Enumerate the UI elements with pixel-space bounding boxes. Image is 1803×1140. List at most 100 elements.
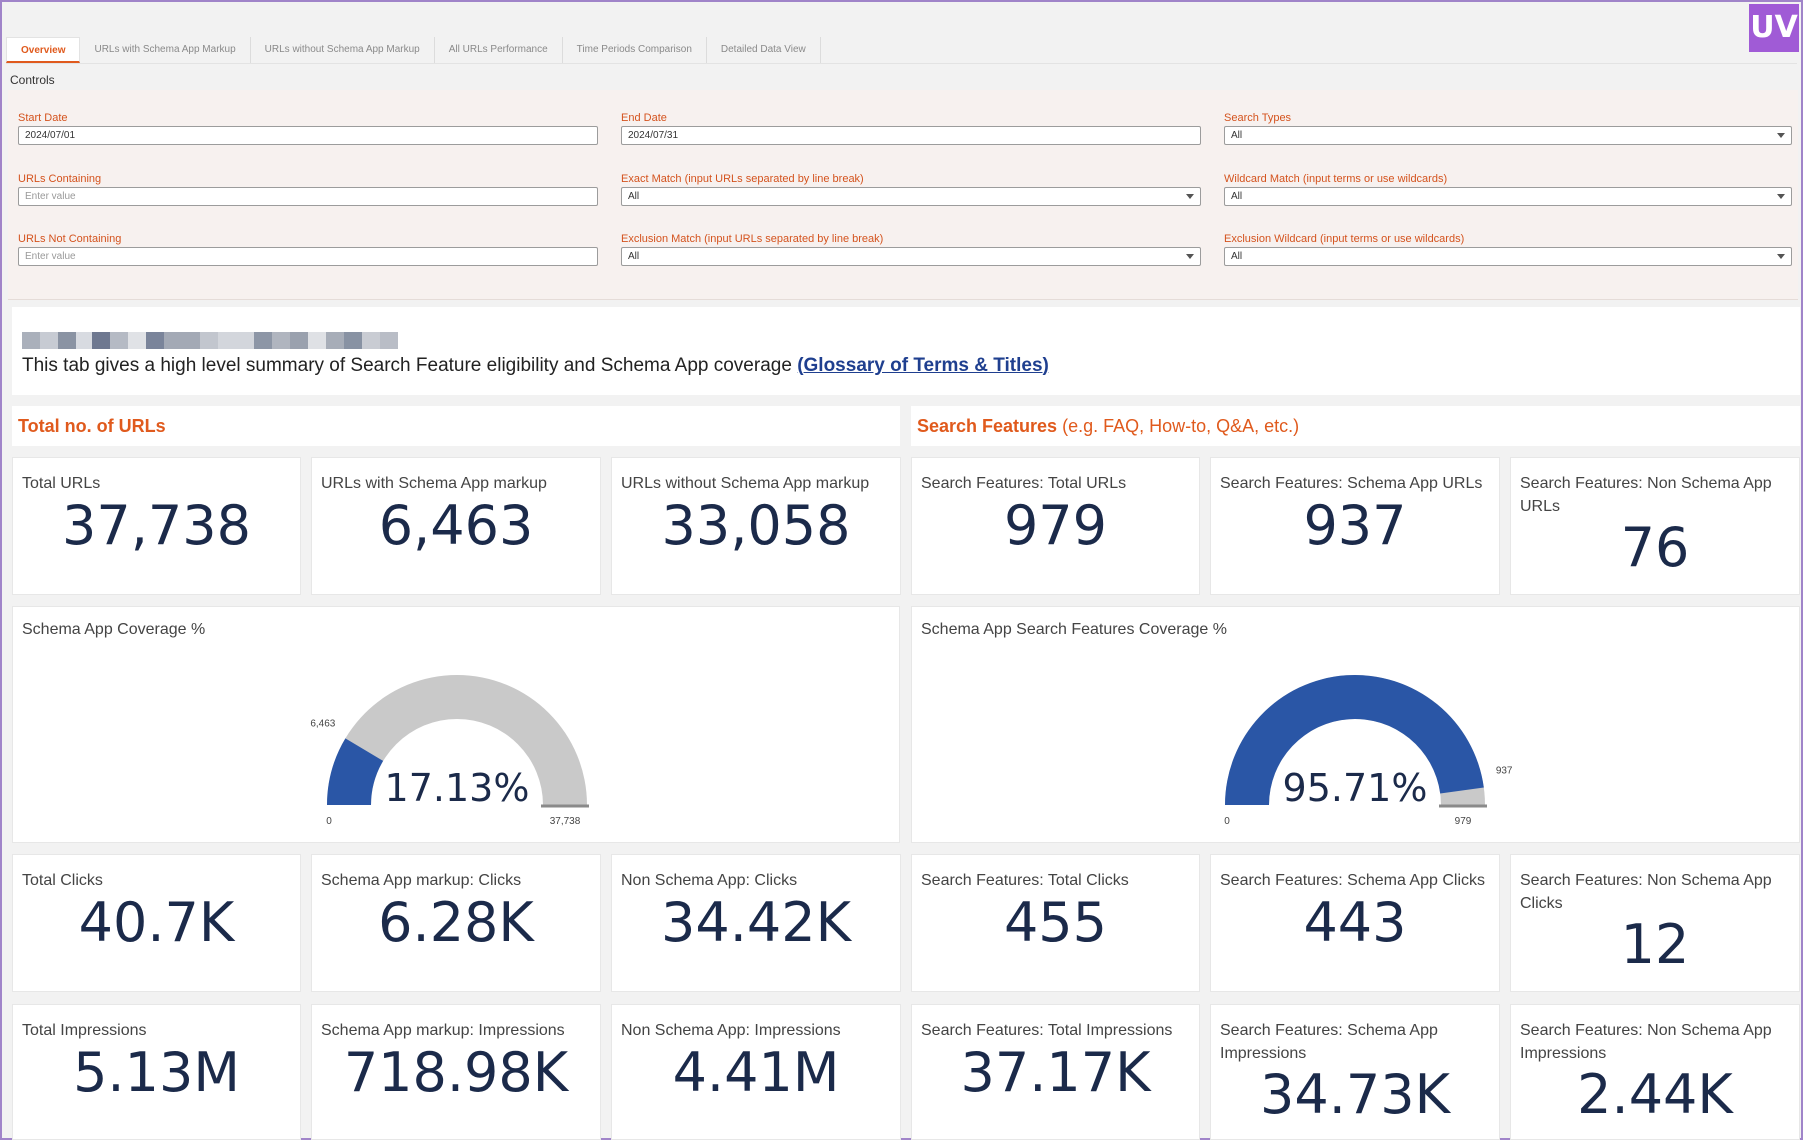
intro-description: This tab gives a high level summary of S… (22, 355, 798, 376)
tab-time-periods-comparison[interactable]: Time Periods Comparison (563, 37, 707, 63)
end-date-field: End Date 2024/07/31 (621, 112, 1201, 145)
gauge-marker-label: 6,463 (310, 718, 335, 729)
kpi-title: Search Features: Schema App Impressions (1220, 1022, 1438, 1062)
kpi-card-urls: Total URLs 37,738 (12, 457, 301, 595)
kpi-title: Search Features: Schema App Clicks (1220, 872, 1486, 889)
urls-containing-label: URLs Containing (18, 173, 102, 185)
kpi-value: 443 (1303, 891, 1407, 954)
exact-match-value: All (628, 191, 640, 202)
kpi-card-impressions: Search Features: Schema App Impressions 3… (1210, 1004, 1500, 1140)
exclusion-match-field: Exclusion Match (input URLs separated by… (621, 233, 1201, 266)
exact-match-select[interactable]: All (621, 187, 1201, 206)
kpi-value: 33,058 (661, 494, 851, 557)
end-date-label: End Date (621, 112, 667, 124)
section-search-features: Search Features (e.g. FAQ, How-to, Q&A, … (911, 406, 1800, 446)
kpi-title: Search Features: Total URLs (921, 475, 1127, 492)
section-search-features-subtitle: (e.g. FAQ, How-to, Q&A, etc.) (1057, 416, 1300, 436)
kpi-value: 455 (1003, 891, 1108, 954)
kpi-title: Schema App markup: Impressions (321, 1022, 565, 1039)
kpi-value: 76 (1620, 516, 1690, 579)
kpi-title: Non Schema App: Clicks (621, 872, 798, 889)
kpi-title: URLs with Schema App markup (321, 475, 547, 492)
urls-not-containing-field: URLs Not Containing Enter value (18, 233, 598, 266)
kpi-card-clicks: Schema App markup: Clicks 6.28K (311, 854, 601, 992)
glossary-link-close: ) (1042, 355, 1049, 376)
kpi-title: URLs without Schema App markup (621, 475, 870, 492)
kpi-value: 718.98K (343, 1041, 569, 1104)
wildcard-match-field: Wildcard Match (input terms or use wildc… (1224, 173, 1792, 206)
controls-label: Controls (10, 73, 55, 87)
exclusion-wildcard-value: All (1231, 251, 1243, 262)
start-date-label: Start Date (18, 112, 68, 124)
kpi-value: 6.28K (378, 891, 534, 954)
kpi-value: 40.7K (78, 891, 235, 954)
kpi-title: Search Features: Total Impressions (921, 1022, 1173, 1039)
kpi-card-clicks: Total Clicks 40.7K (12, 854, 301, 992)
kpi-title: Search Features: Total Clicks (921, 872, 1129, 889)
gauge-marker-label: 937 (1496, 766, 1513, 777)
end-date-input[interactable]: 2024/07/31 (621, 126, 1201, 145)
tab-all-urls-performance[interactable]: All URLs Performance (435, 37, 563, 63)
gauge-value-label: 17.13% (385, 766, 530, 810)
controls-panel: Start Date 2024/07/01 End Date 2024/07/3… (8, 90, 1798, 300)
gauge-max-label: 979 (1455, 816, 1472, 827)
tab-detailed-data-view[interactable]: Detailed Data View (707, 37, 821, 63)
chevron-down-icon (1777, 194, 1785, 199)
gauge-min-label: 0 (1224, 816, 1230, 827)
glossary-link[interactable]: (Glossary of Terms & Titles) (797, 355, 1049, 376)
kpi-card-impressions: Search Features: Non Schema App Impressi… (1510, 1004, 1800, 1140)
kpi-title: Total Clicks (22, 872, 103, 889)
kpi-card-impressions: Total Impressions 5.13M (12, 1004, 301, 1140)
kpi-value: 2.44K (1577, 1063, 1733, 1126)
redacted-title-bar (22, 332, 398, 349)
exclusion-wildcard-select[interactable]: All (1224, 247, 1792, 266)
kpi-value: 4.41M (672, 1041, 840, 1104)
urls-not-containing-input[interactable]: Enter value (18, 247, 598, 266)
exclusion-match-label: Exclusion Match (input URLs separated by… (621, 233, 884, 245)
kpi-value: 937 (1303, 494, 1407, 557)
kpi-card-impressions: Search Features: Total Impressions 37.17K (911, 1004, 1200, 1140)
wildcard-match-label: Wildcard Match (input terms or use wildc… (1224, 173, 1448, 185)
kpi-card-clicks: Non Schema App: Clicks 34.42K (611, 854, 901, 992)
urls-containing-input[interactable]: Enter value (18, 187, 598, 206)
exclusion-match-select[interactable]: All (621, 247, 1201, 266)
kpi-title: Search Features: Non Schema App Clicks (1520, 872, 1772, 912)
chevron-down-icon (1186, 194, 1194, 199)
exclusion-match-value: All (628, 251, 640, 262)
gauge-search-features-coverage: 95.71% 0 979 937 (1224, 674, 1513, 827)
gauge-title: Schema App Coverage % (22, 621, 206, 638)
kpi-value: 979 (1003, 494, 1108, 557)
kpi-value: 6,463 (378, 494, 534, 557)
start-date-field: Start Date 2024/07/01 (18, 112, 598, 145)
kpi-value: 5.13M (73, 1041, 240, 1104)
wildcard-match-select[interactable]: All (1224, 187, 1792, 206)
intro-panel: This tab gives a high level summary of S… (12, 307, 1800, 395)
kpi-value: 34.42K (660, 891, 851, 954)
glossary-link-open: ( (797, 355, 804, 376)
wildcard-match-value: All (1231, 191, 1243, 202)
uv-logo: UV (1749, 4, 1799, 52)
kpi-title: Total Impressions (22, 1022, 147, 1039)
exclusion-wildcard-field: Exclusion Wildcard (input terms or use w… (1224, 233, 1792, 266)
intro-text: This tab gives a high level summary of S… (22, 355, 1049, 377)
gauge-max-label: 37,738 (550, 816, 581, 827)
tab-overview[interactable]: Overview (6, 37, 81, 63)
chevron-down-icon (1777, 133, 1785, 138)
kpi-title: Search Features: Schema App URLs (1220, 475, 1483, 492)
kpi-value: 37.17K (960, 1041, 1151, 1104)
kpi-title: Schema App markup: Clicks (321, 872, 522, 889)
kpi-title: Total URLs (22, 475, 101, 492)
search-types-select[interactable]: All (1224, 126, 1792, 145)
start-date-input[interactable]: 2024/07/01 (18, 126, 598, 145)
urls-containing-field: URLs Containing Enter value (18, 173, 598, 206)
kpi-card-urls: URLs without Schema App markup 33,058 (611, 457, 901, 595)
tab-urls-without-markup[interactable]: URLs without Schema App Markup (251, 37, 435, 63)
kpi-card-urls: Search Features: Non Schema App URLs 76 (1510, 457, 1800, 595)
gauge-fill (1225, 674, 1484, 805)
search-types-field: Search Types All (1224, 112, 1792, 145)
section-total-urls-title: Total no. of URLs (18, 416, 166, 436)
exclusion-wildcard-label: Exclusion Wildcard (input terms or use w… (1224, 233, 1465, 245)
tab-bar: Overview URLs with Schema App Markup URL… (6, 37, 1797, 64)
tab-urls-with-markup[interactable]: URLs with Schema App Markup (80, 37, 251, 63)
